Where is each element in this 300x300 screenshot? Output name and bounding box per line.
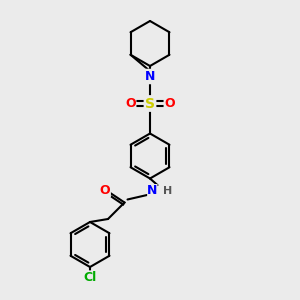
Text: H: H <box>163 185 172 196</box>
Text: N: N <box>145 70 155 83</box>
Text: N: N <box>147 184 158 197</box>
Text: O: O <box>100 184 110 197</box>
Text: S: S <box>145 97 155 110</box>
Text: Cl: Cl <box>83 271 97 284</box>
Text: O: O <box>164 97 175 110</box>
Text: O: O <box>125 97 136 110</box>
